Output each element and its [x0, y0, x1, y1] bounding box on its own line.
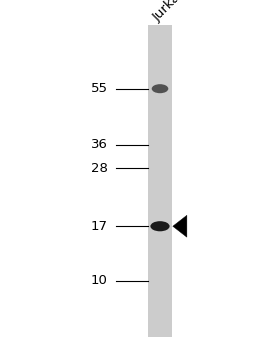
Ellipse shape [152, 84, 168, 93]
Text: 55: 55 [91, 82, 108, 95]
Ellipse shape [151, 221, 170, 231]
Text: 17: 17 [91, 220, 108, 233]
Text: Jurkat: Jurkat [151, 0, 187, 24]
Bar [148, 25, 172, 337]
Text: 10: 10 [91, 274, 108, 287]
Text: 36: 36 [91, 138, 108, 151]
Polygon shape [173, 215, 187, 237]
Text: 28: 28 [91, 162, 108, 175]
